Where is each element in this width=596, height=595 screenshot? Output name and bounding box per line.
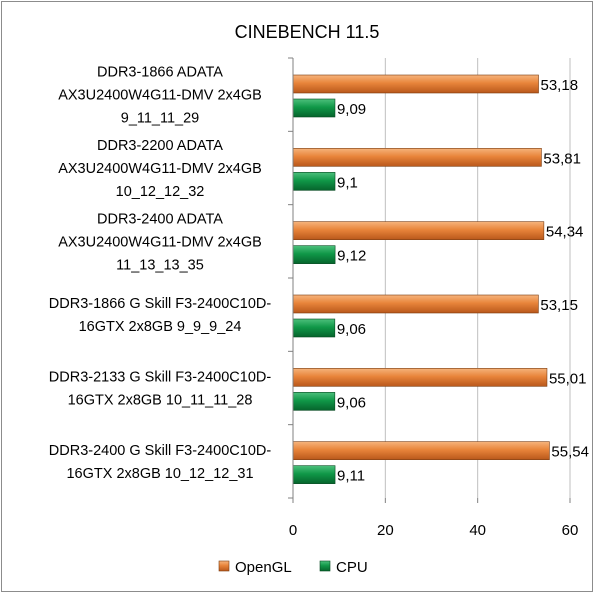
legend-swatch-cpu [319,560,331,572]
bar-cpu [292,465,336,484]
data-label: 9,1 [337,174,358,191]
category-label: 16GTX 2x8GB 10_11_11_28 [68,393,253,409]
bar-cpu [292,318,336,338]
x-tick-label: 20 [377,522,394,539]
bar-cpu [292,172,336,191]
x-tick-label: 40 [469,522,486,539]
bar-opengl [292,148,542,167]
legend-swatch-opengl [218,560,230,572]
category-label: AX3U2400W4G11-DMV 2x4GB [58,88,262,104]
category-label: 16GTX 2x8GB 9_9_9_24 [79,319,242,335]
data-label: 9,06 [337,321,366,338]
data-label: 55,01 [549,370,587,387]
data-label: 54,34 [546,224,584,241]
category-label: AX3U2400W4G11-DMV 2x4GB [58,161,262,177]
legend: OpenGL CPU [218,559,368,576]
category-label: AX3U2400W4G11-DMV 2x4GB [58,234,262,250]
data-label: 53,81 [543,150,581,167]
data-label: 9,09 [337,101,366,118]
category-label: DDR3-2133 G Skill F3-2400C10D- [49,370,272,386]
legend-label: OpenGL [235,559,292,576]
bar-cpu [292,245,336,264]
data-label: 9,12 [337,248,366,265]
x-tick-label: 60 [562,522,579,539]
category-label: DDR3-2400 G Skill F3-2400C10D- [49,443,272,459]
bar-opengl [292,441,550,460]
bars [292,74,550,484]
legend-label: CPU [336,559,368,576]
category-label: DDR3-2200 ADATA [97,138,223,154]
category-label: 16GTX 2x8GB 10_12_12_31 [66,466,253,482]
data-label: 9,11 [337,468,365,485]
chart-title: CINEBENCH 11.5 [235,22,380,42]
category-label: 9_11_11_29 [121,111,200,127]
bar-opengl [292,294,539,314]
x-tick-label: 0 [289,522,297,539]
bar-cpu [292,392,336,411]
category-label: 11_13_13_35 [116,257,204,273]
bar-cpu [292,98,336,118]
grid-lines [384,58,571,498]
bar-opengl [292,74,539,94]
category-label: DDR3-1866 ADATA [97,65,223,81]
axes [288,57,571,503]
bar-opengl [292,368,548,387]
data-label: 53,15 [540,297,578,314]
category-label: DDR3-2400 ADATA [97,211,223,227]
data-label: 53,18 [541,77,579,94]
data-label: 55,54 [551,444,589,461]
bar-opengl [292,221,545,240]
category-label: DDR3-1866 G Skill F3-2400C10D- [49,296,272,312]
labels: 0 20 40 60 53,18 9,09 DDR3-1866 ADATA AX3U2400W… [49,65,589,539]
data-label: 9,06 [337,394,366,411]
category-label: 10_12_12_32 [116,184,205,200]
